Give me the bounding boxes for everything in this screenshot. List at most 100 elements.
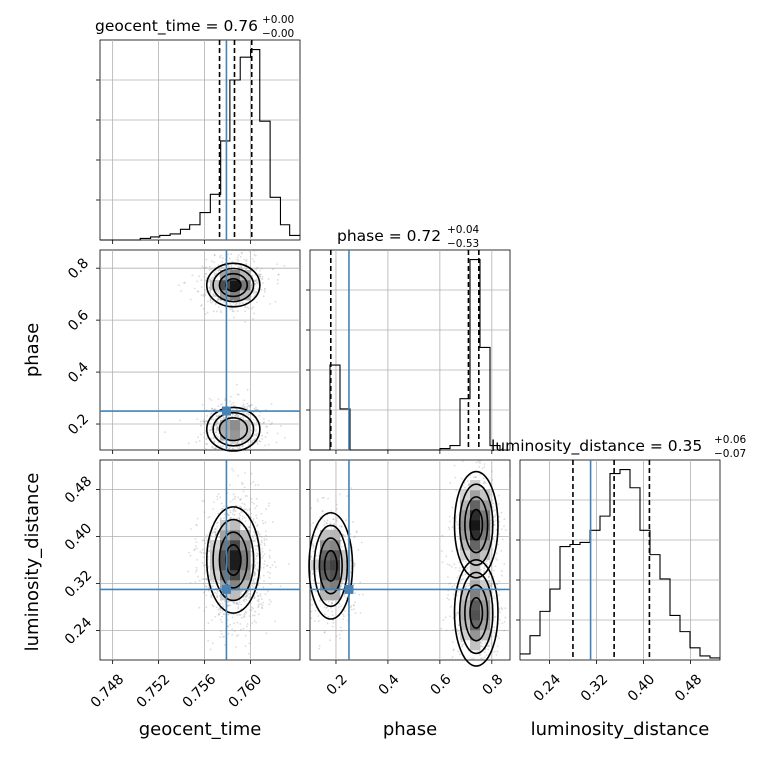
scatter-point-geocent_time-luminosity_distance (244, 520, 247, 522)
scatter-point-phase-luminosity_distance (464, 585, 467, 588)
scatter-point-geocent_time-luminosity_distance (252, 481, 255, 483)
scatter-point-geocent_time-phase (228, 257, 231, 260)
scatter-point-geocent_time-luminosity_distance (248, 630, 251, 633)
scatter-point-geocent_time-phase (245, 268, 247, 271)
scatter-point-geocent_time-luminosity_distance (251, 501, 253, 504)
scatter-point-phase-luminosity_distance (315, 554, 318, 557)
scatter-point-phase-luminosity_distance (479, 473, 482, 476)
scatter-point-geocent_time-luminosity_distance (253, 575, 256, 577)
scatter-point-phase-luminosity_distance (330, 525, 332, 528)
scatter-point-geocent_time-luminosity_distance (214, 531, 216, 534)
scatter-point-geocent_time-luminosity_distance (232, 509, 235, 512)
scatter-point-phase-luminosity_distance (456, 594, 459, 597)
scatter-point-phase-luminosity_distance (340, 583, 343, 585)
scatter-point-geocent_time-luminosity_distance (208, 575, 211, 578)
scatter-point-geocent_time-luminosity_distance (227, 613, 230, 616)
scatter-point-geocent_time-phase (215, 422, 218, 425)
scatter-point-geocent_time-luminosity_distance (215, 606, 218, 609)
scatter-point-geocent_time-luminosity_distance (252, 518, 255, 520)
scatter-point-geocent_time-phase (217, 422, 220, 425)
scatter-point-geocent_time-luminosity_distance (253, 596, 256, 599)
scatter-point-phase-luminosity_distance (316, 528, 319, 530)
scatter-point-geocent_time-phase (252, 418, 255, 421)
scatter-point-geocent_time-phase (221, 261, 224, 263)
scatter-point-geocent_time-phase (214, 447, 216, 450)
density-cell-phase-luminosity_distance (460, 500, 471, 511)
scatter-point-phase-luminosity_distance (460, 477, 463, 480)
scatter-point-phase-luminosity_distance (461, 644, 464, 646)
scatter-point-geocent_time-phase (240, 265, 243, 268)
scatter-point-geocent_time-phase (231, 310, 234, 313)
scatter-point-geocent_time-phase (237, 393, 240, 396)
scatter-point-geocent_time-luminosity_distance (221, 615, 224, 618)
scatter-point-geocent_time-luminosity_distance (260, 535, 263, 538)
scatter-point-phase-luminosity_distance (494, 515, 496, 518)
density-cell-geocent_time-phase (220, 430, 231, 441)
xtick-label-geocent_time-3: 0.760 (226, 671, 266, 711)
scatter-point-geocent_time-luminosity_distance (219, 618, 222, 621)
density-cell-phase-luminosity_distance (340, 560, 351, 571)
scatter-point-geocent_time-luminosity_distance (248, 519, 251, 521)
scatter-point-geocent_time-phase (211, 446, 214, 449)
scatter-point-geocent_time-luminosity_distance (193, 548, 196, 550)
scatter-point-phase-luminosity_distance (490, 585, 493, 588)
scatter-point-geocent_time-phase (196, 418, 199, 421)
scatter-point-phase-luminosity_distance (496, 635, 499, 638)
scatter-point-phase-luminosity_distance (482, 477, 485, 480)
scatter-point-geocent_time-phase (227, 253, 229, 256)
scatter-point-geocent_time-phase (202, 293, 205, 296)
scatter-point-geocent_time-luminosity_distance (240, 590, 243, 592)
scatter-point-geocent_time-phase (247, 307, 250, 310)
scatter-point-geocent_time-luminosity_distance (243, 486, 246, 489)
density-cell-geocent_time-phase (230, 270, 241, 281)
scatter-point-geocent_time-phase (219, 310, 222, 313)
scatter-point-geocent_time-luminosity_distance (196, 558, 198, 561)
scatter-point-geocent_time-phase (213, 437, 215, 440)
scatter-point-geocent_time-luminosity_distance (216, 590, 219, 593)
scatter-point-phase-luminosity_distance (456, 611, 459, 614)
scatter-point-geocent_time-luminosity_distance (253, 573, 255, 576)
scatter-point-phase-luminosity_distance (455, 614, 457, 617)
scatter-point-phase-luminosity_distance (354, 591, 357, 594)
scatter-point-phase-luminosity_distance (487, 645, 490, 647)
contour-geocent_time-phase-1-1 (218, 417, 249, 442)
scatter-point-geocent_time-luminosity_distance (265, 632, 268, 635)
scatter-point-geocent_time-phase (245, 263, 248, 265)
scatter-point-geocent_time-phase (216, 435, 219, 438)
scatter-point-phase-luminosity_distance (503, 518, 506, 521)
scatter-point-geocent_time-luminosity_distance (251, 535, 254, 538)
scatter-point-phase-luminosity_distance (498, 520, 501, 523)
density-cell-geocent_time-luminosity_distance (210, 560, 221, 571)
scatter-point-geocent_time-phase (210, 268, 213, 271)
scatter-point-geocent_time-phase (205, 448, 207, 450)
scatter-point-phase-luminosity_distance (350, 487, 353, 490)
scatter-point-geocent_time-phase (208, 268, 211, 271)
scatter-point-phase-luminosity_distance (486, 645, 489, 648)
scatter-point-phase-luminosity_distance (492, 538, 495, 541)
scatter-point-phase-luminosity_distance (479, 654, 481, 656)
scatter-point-geocent_time-luminosity_distance (207, 640, 210, 642)
scatter-point-geocent_time-phase (232, 402, 235, 404)
scatter-point-phase-luminosity_distance (464, 486, 466, 489)
scatter-point-phase-luminosity_distance (449, 481, 452, 484)
scatter-point-geocent_time-luminosity_distance (211, 594, 213, 597)
scatter-point-geocent_time-phase (210, 301, 212, 304)
scatter-point-geocent_time-luminosity_distance (258, 603, 261, 606)
scatter-point-geocent_time-phase (241, 251, 244, 254)
scatter-point-phase-luminosity_distance (484, 641, 487, 644)
scatter-point-geocent_time-luminosity_distance (263, 544, 266, 547)
scatter-point-geocent_time-luminosity_distance (261, 548, 263, 550)
scatter-point-geocent_time-luminosity_distance (250, 565, 252, 568)
scatter-point-geocent_time-phase (211, 407, 213, 410)
scatter-point-geocent_time-luminosity_distance (257, 532, 260, 535)
scatter-point-geocent_time-phase (229, 395, 232, 398)
scatter-point-geocent_time-phase (261, 278, 264, 281)
scatter-point-phase-luminosity_distance (468, 483, 471, 486)
scatter-point-geocent_time-luminosity_distance (240, 616, 243, 619)
scatter-point-geocent_time-luminosity_distance (238, 518, 241, 521)
scatter-point-geocent_time-phase (266, 425, 268, 428)
scatter-point-geocent_time-phase (246, 411, 249, 414)
scatter-point-phase-luminosity_distance (493, 616, 496, 619)
contour-phase-luminosity_distance-1-1 (464, 496, 489, 554)
title-luminosity_distance-median: 0.35 (668, 437, 703, 455)
